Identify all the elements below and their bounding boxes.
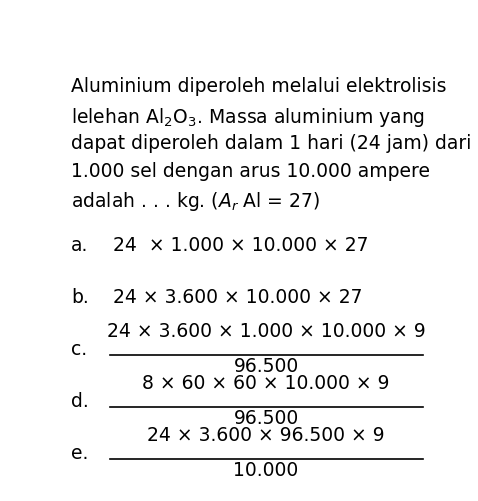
Text: lelehan $\mathrm{Al_2O_3}$. Massa aluminium yang: lelehan $\mathrm{Al_2O_3}$. Massa alumin… [71,106,425,129]
Text: 24 × 3.600 × 1.000 × 10.000 × 9: 24 × 3.600 × 1.000 × 10.000 × 9 [107,322,425,341]
Text: 96.500: 96.500 [233,357,299,376]
Text: 24  × 1.000 × 10.000 × 27: 24 × 1.000 × 10.000 × 27 [113,235,369,255]
Text: a.: a. [71,235,88,255]
Text: 96.500: 96.500 [233,409,299,428]
Text: 24 × 3.600 × 10.000 × 27: 24 × 3.600 × 10.000 × 27 [113,288,363,307]
Text: 8 × 60 × 60 × 10.000 × 9: 8 × 60 × 60 × 10.000 × 9 [142,374,390,393]
Text: adalah . . . kg. ($A_r$ Al = 27): adalah . . . kg. ($A_r$ Al = 27) [71,190,320,213]
Text: e.: e. [71,444,88,463]
Text: d.: d. [71,392,88,411]
Text: 10.000: 10.000 [233,461,299,480]
Text: c.: c. [71,340,87,359]
Text: 24 × 3.600 × 96.500 × 9: 24 × 3.600 × 96.500 × 9 [147,426,385,445]
Text: Aluminium diperoleh melalui elektrolisis: Aluminium diperoleh melalui elektrolisis [71,78,446,97]
Text: b.: b. [71,288,88,307]
Text: 1.000 sel dengan arus 10.000 ampere: 1.000 sel dengan arus 10.000 ampere [71,162,430,181]
Text: dapat diperoleh dalam 1 hari (24 jam) dari: dapat diperoleh dalam 1 hari (24 jam) da… [71,134,471,153]
